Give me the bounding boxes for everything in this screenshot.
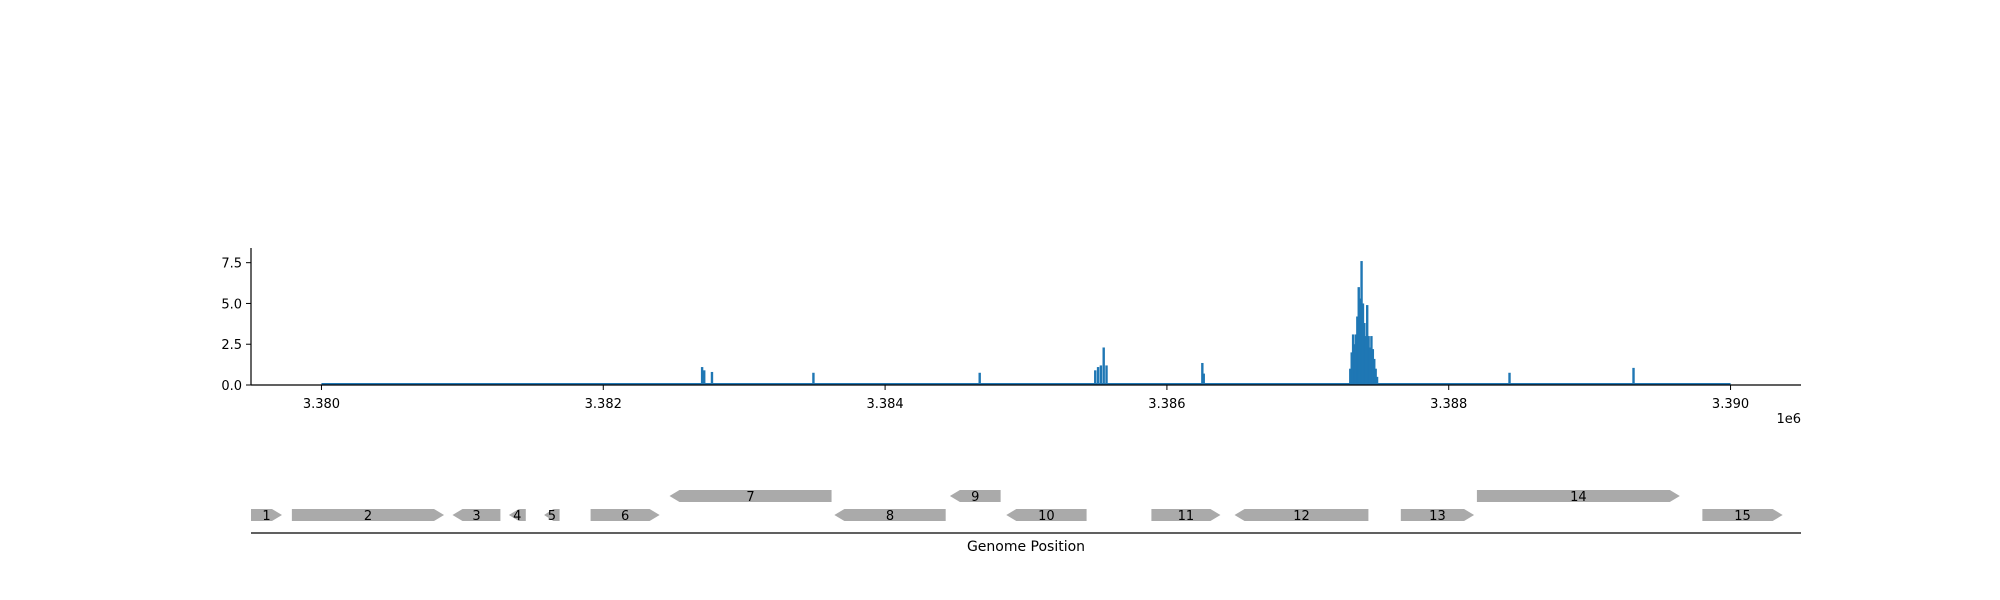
coverage-bar	[1367, 336, 1370, 385]
x-tick-label: 3.386	[1148, 397, 1185, 412]
gene-arrow	[1151, 509, 1221, 521]
coverage-bar	[710, 371, 714, 385]
coverage-bar	[1096, 367, 1100, 385]
coverage-bar	[1358, 298, 1362, 385]
gene-arrow	[1234, 509, 1369, 521]
gene-label: 11	[1178, 509, 1195, 524]
gene-label: 6	[621, 509, 629, 524]
x-offset-label: 1e6	[1776, 412, 1801, 427]
gene-label: 2	[364, 509, 372, 524]
gene-arrow	[590, 509, 660, 521]
coverage-bar	[1350, 352, 1353, 385]
gene-label: 14	[1570, 490, 1587, 505]
coverage-bar	[1370, 336, 1373, 385]
gene-arrow	[1006, 509, 1087, 521]
coverage-bar	[1354, 334, 1358, 385]
x-tick-label: 3.390	[1712, 397, 1749, 412]
coverage-bar	[1102, 347, 1105, 385]
gene-arrow	[949, 490, 1001, 502]
gene-arrow	[669, 490, 832, 502]
y-tick-label: 5.0	[221, 297, 242, 312]
gene-label: 3	[472, 509, 480, 524]
coverage-bar	[1373, 358, 1376, 385]
x-tick-label: 3.380	[303, 397, 340, 412]
coverage-bar	[1361, 303, 1365, 385]
gene-label: 4	[513, 509, 521, 524]
coverage-bar	[978, 372, 981, 385]
gene-arrow	[1476, 490, 1680, 502]
coverage-bar	[1632, 367, 1635, 385]
coverage-plot: 0.0 2.5 5.0 7.5 3.380 3.382 3.384 3.386 3.388 3.3…	[221, 248, 1801, 427]
coverage-bar	[1349, 368, 1352, 385]
coverage-bar	[1374, 368, 1377, 385]
gene-label: 15	[1734, 509, 1751, 524]
gene-label: 10	[1038, 509, 1055, 524]
coverage-bar	[1368, 347, 1372, 385]
coverage-bar	[1357, 287, 1360, 385]
gene-arrow	[544, 509, 560, 521]
y-tick-label: 2.5	[221, 338, 242, 353]
gene-label: 1	[262, 509, 270, 524]
coverage-bar	[1366, 305, 1369, 385]
coverage-bar	[1360, 261, 1363, 385]
coverage-bar	[700, 367, 704, 385]
gene-arrow	[1400, 509, 1475, 521]
coverage-bar	[1363, 323, 1366, 385]
gene-label: 8	[886, 509, 894, 524]
x-tick-label: 3.382	[585, 397, 622, 412]
coverage-bar	[1202, 373, 1205, 385]
coverage-bar	[1356, 316, 1359, 385]
y-tick-label: 7.5	[221, 257, 242, 272]
gene-label: 5	[548, 509, 556, 524]
x-tick-label: 3.384	[866, 397, 903, 412]
gene-label: 9	[971, 490, 979, 505]
gene-arrow	[452, 509, 501, 521]
coverage-bar	[1094, 370, 1097, 385]
x-tick-label: 3.388	[1430, 397, 1467, 412]
coverage-bar	[1508, 372, 1511, 385]
gene-label: 12	[1293, 509, 1310, 524]
coverage-bar	[1375, 376, 1379, 385]
y-tick-label: 0.0	[221, 379, 242, 394]
coverage-bar	[703, 370, 706, 385]
gene-track-xlabel: Genome Position	[967, 539, 1085, 555]
gene-arrow	[508, 509, 526, 521]
coverage-bar	[1351, 334, 1355, 385]
coverage-bar	[1353, 344, 1356, 385]
gene-label: 13	[1429, 509, 1446, 524]
coverage-bar	[812, 372, 815, 385]
gene-arrow	[251, 509, 282, 521]
gene-arrow	[291, 509, 445, 521]
gene-arrow	[834, 509, 946, 521]
coverage-bar	[1099, 365, 1103, 385]
gene-arrow	[1702, 509, 1783, 521]
coverage-bar	[1201, 362, 1204, 385]
coverage-bar	[1371, 349, 1375, 385]
gene-label: 7	[746, 490, 754, 505]
coverage-bar	[1364, 336, 1367, 385]
coverage-bar	[1105, 365, 1108, 385]
